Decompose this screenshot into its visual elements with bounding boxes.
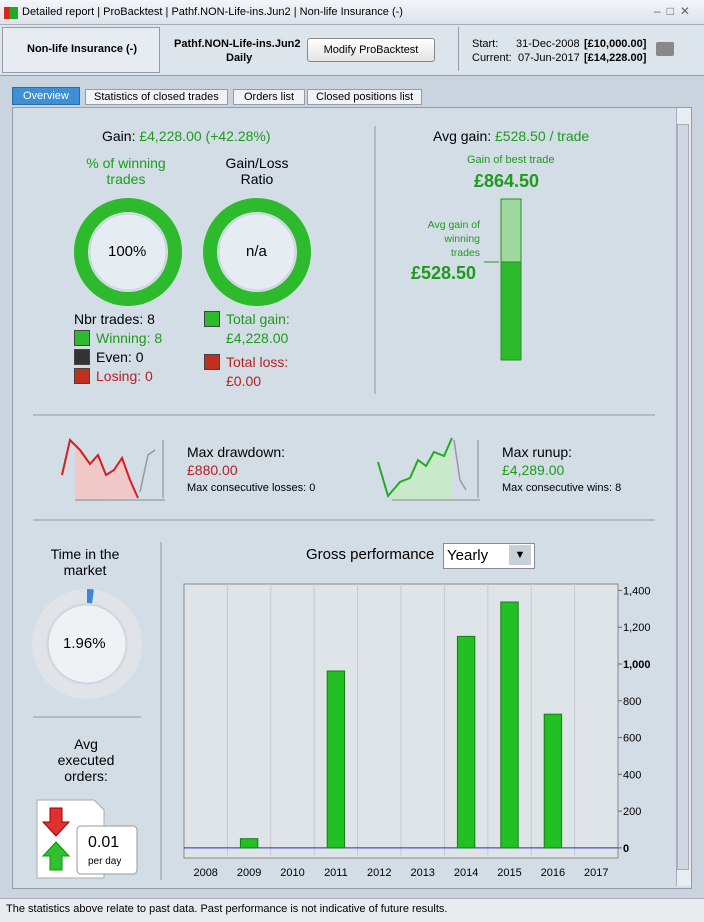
y-tick-label: 400 [623, 769, 641, 781]
legend-swatch [74, 368, 90, 384]
legend-swatch [74, 330, 90, 346]
market-value: 1.96% [63, 635, 106, 652]
total-gain: £4,228.00 [226, 330, 288, 346]
x-tick-label: 2009 [237, 867, 261, 879]
y-tick-label: 1,400 [623, 585, 651, 597]
select-value: Yearly [447, 547, 488, 564]
label: Gain: [102, 128, 135, 144]
x-tick-label: 2012 [367, 867, 391, 879]
legend-swatch [204, 311, 220, 327]
value: £4,228.00 (+42.28%) [139, 128, 270, 144]
runup-area [392, 438, 452, 500]
spark [140, 450, 155, 492]
consecutive: Max consecutive losses: 0 [187, 482, 315, 494]
label: Total gain: [226, 311, 290, 327]
x-tick-label: 2016 [541, 867, 565, 879]
orders-value: 0.01 [88, 834, 119, 852]
label: Max drawdown: [187, 444, 285, 460]
ratio-title: Gain/Loss Ratio [208, 155, 306, 187]
x-tick-label: 2011 [324, 867, 348, 879]
x-tick-label: 2017 [584, 867, 608, 879]
best-value: £864.50 [474, 171, 539, 192]
even: Even: 0 [96, 349, 143, 365]
drawdown-area [75, 440, 138, 500]
legend-swatch [74, 349, 90, 365]
spark [454, 440, 466, 490]
winning: Winning: 8 [96, 330, 162, 346]
winning-pct: 100% [108, 243, 146, 260]
label: Avg gain: [433, 128, 491, 144]
runup-value: £4,289.00 [502, 462, 564, 478]
dropdown-button[interactable]: ▼ [509, 545, 531, 565]
performance-label: Gross performance [306, 546, 434, 563]
x-tick-label: 2008 [193, 867, 217, 879]
y-tick-label: 200 [623, 806, 641, 818]
label: Avg gain of winning trades [414, 218, 480, 260]
y-tick-label: 800 [623, 696, 641, 708]
consecutive: Max consecutive wins: 8 [502, 482, 621, 494]
legend-swatch [204, 354, 220, 370]
x-tick-label: 2014 [454, 867, 478, 879]
label: Max runup: [502, 444, 572, 460]
avg-value: £528.50 [411, 263, 476, 284]
gain: Gain: £4,228.00 (+42.28%) [102, 128, 271, 144]
y-tick-label: 0 [623, 843, 629, 855]
orders-unit: per day [88, 856, 121, 867]
bar [501, 602, 518, 848]
best-gain-bar [501, 199, 521, 262]
avg-gain-bar [501, 262, 521, 360]
winning-title: % of winning trades [72, 155, 180, 187]
bar [327, 671, 344, 848]
orders-label: Avg executed orders: [44, 736, 128, 784]
bar [544, 714, 561, 848]
nbr-trades: Nbr trades: 8 [74, 311, 155, 327]
ratio-value: n/a [246, 243, 267, 260]
x-tick-label: 2015 [497, 867, 521, 879]
value: £528.50 / trade [495, 128, 589, 144]
label: Gain of best trade [467, 154, 554, 166]
total-loss: £0.00 [226, 373, 261, 389]
y-tick-label: 600 [623, 733, 641, 745]
y-tick-label: 1,200 [623, 622, 651, 634]
bar [240, 839, 257, 848]
avg-gain: Avg gain: £528.50 / trade [433, 128, 589, 144]
x-tick-label: 2010 [280, 867, 304, 879]
y-tick-label: 1,000 [623, 659, 651, 671]
label: Total loss: [226, 354, 288, 370]
market-label: Time in the market [40, 546, 130, 578]
losing: Losing: 0 [96, 368, 153, 384]
drawdown-value: £880.00 [187, 462, 238, 478]
disclaimer: The statistics above relate to past data… [6, 903, 447, 915]
bar [457, 636, 474, 847]
x-tick-label: 2013 [410, 867, 434, 879]
